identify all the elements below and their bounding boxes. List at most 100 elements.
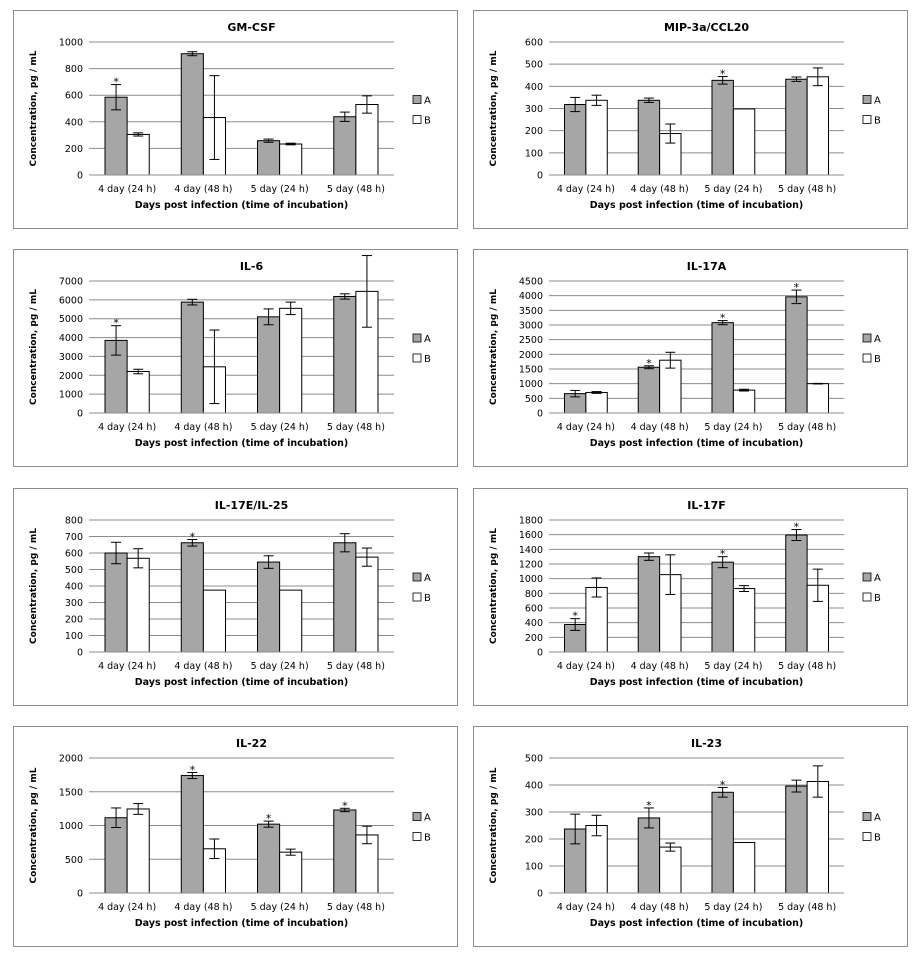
x-tick-label: 5 day (24 h)	[251, 902, 309, 913]
bar-a-2	[257, 561, 281, 653]
y-tick-label: 700	[65, 532, 83, 543]
y-tick-label: 4000	[519, 291, 543, 302]
bar-b-2	[732, 389, 756, 414]
bar-a-3	[333, 116, 357, 176]
chart-title: GM-CSF	[227, 21, 275, 34]
y-tick-label: 0	[537, 171, 543, 182]
y-tick-label: 0	[537, 889, 543, 900]
bar-b-2	[279, 143, 303, 176]
y-tick-label: 1500	[519, 365, 543, 376]
legend-label-a: A	[424, 334, 431, 345]
x-axis-label: Days post infection (time of incubation)	[590, 677, 803, 688]
significance-asterisk: *	[646, 799, 652, 812]
y-tick-label: 1400	[519, 545, 543, 556]
y-tick-label: 7000	[59, 277, 83, 288]
y-axis-label: Concentration, pg / mL	[29, 50, 39, 166]
x-tick-label: 5 day (24 h)	[251, 422, 309, 433]
y-tick-label: 100	[65, 631, 83, 642]
bar-a-2	[257, 140, 281, 176]
bar-a-0	[104, 817, 128, 894]
y-tick-label: 500	[65, 855, 83, 866]
y-tick-label: 300	[525, 808, 543, 819]
y-tick-label: 200	[525, 835, 543, 846]
chart-svg: MIP-3a/CCL20 0 100 200 300 400 500 600 Concentra…	[489, 21, 881, 211]
x-tick-label: 4 day (24 h)	[557, 661, 615, 672]
bar-a-1	[637, 817, 661, 894]
bar-a-1	[180, 775, 204, 894]
significance-asterisk: *	[113, 76, 119, 89]
bar-b-0	[126, 371, 150, 414]
legend-label-b: B	[874, 833, 881, 844]
chart-title: MIP-3a/CCL20	[664, 21, 749, 34]
bar-a-3	[333, 542, 357, 653]
legend-label-b: B	[874, 354, 881, 365]
chart-panel-il-23: IL-23 0 100 200 300 400 500 Concentration, pg /…	[473, 726, 908, 947]
y-tick-label: 500	[525, 60, 543, 71]
y-tick-label: 1000	[59, 38, 83, 49]
bar-a-1	[637, 556, 661, 653]
x-axis-label: Days post infection (time of incubation)	[135, 677, 348, 688]
legend-label-b: B	[874, 593, 881, 604]
y-tick-label: 2000	[59, 371, 83, 382]
x-tick-label: 4 day (24 h)	[98, 661, 156, 672]
y-tick-label: 4000	[59, 333, 83, 344]
y-axis-label: Concentration, pg / mL	[489, 767, 499, 883]
y-tick-label: 1200	[519, 560, 543, 571]
chart-panel-il-17f: IL-17F 0 200 400 600 800 1000 1200 1400 1600 1800 C…	[473, 488, 908, 706]
significance-asterisk: *	[646, 357, 652, 370]
significance-asterisk: *	[266, 812, 272, 825]
y-tick-label: 6000	[59, 295, 83, 306]
legend-label-b: B	[424, 116, 431, 127]
bar-a-3	[785, 534, 808, 653]
y-tick-label: 1000	[519, 574, 543, 585]
bar-a-2	[711, 322, 734, 414]
legend-swatch-a	[862, 333, 872, 343]
legend-label-a: A	[424, 813, 431, 824]
chart-title: IL-17F	[687, 499, 726, 512]
bar-b-2	[732, 108, 756, 176]
y-axis-label: Concentration, pg / mL	[489, 289, 499, 405]
x-tick-label: 5 day (24 h)	[704, 661, 762, 672]
x-tick-label: 5 day (48 h)	[778, 661, 836, 672]
x-tick-label: 5 day (24 h)	[704, 902, 762, 913]
legend-swatch-b	[412, 115, 422, 124]
significance-asterisk: *	[720, 312, 726, 325]
x-tick-label: 4 day (48 h)	[631, 902, 689, 913]
chart-panel-gm-csf: GM-CSF 0 200 400 600 800 1000 Concentration, pg…	[13, 10, 458, 229]
legend-swatch-a	[412, 333, 422, 343]
y-tick-label: 200	[65, 144, 83, 155]
x-tick-label: 4 day (24 h)	[98, 422, 156, 433]
bar-a-2	[257, 823, 281, 894]
y-tick-label: 500	[525, 394, 543, 405]
x-tick-label: 5 day (48 h)	[327, 902, 385, 913]
chart-svg: IL-17E/IL-25 0 100 200 300 400 500 600 700 800 Con…	[29, 499, 431, 688]
legend-swatch-a	[862, 572, 872, 582]
bar-b-2	[279, 589, 303, 653]
chart-title: IL-6	[240, 260, 264, 273]
bar-b-0	[126, 133, 150, 176]
bar-b-0	[585, 99, 608, 176]
significance-asterisk: *	[720, 778, 726, 791]
chart-svg: IL-23 0 100 200 300 400 500 Concentration, pg /…	[489, 737, 881, 929]
bar-a-3	[785, 78, 808, 176]
bar-b-3	[355, 556, 379, 653]
y-axis-label: Concentration, pg / mL	[489, 50, 499, 166]
x-tick-label: 4 day (48 h)	[174, 902, 232, 913]
y-tick-label: 0	[77, 648, 83, 659]
y-tick-label: 400	[525, 82, 543, 93]
bar-a-3	[333, 295, 357, 414]
bar-a-1	[637, 366, 661, 414]
y-tick-label: 800	[525, 589, 543, 600]
x-tick-label: 4 day (48 h)	[174, 422, 232, 433]
y-tick-label: 400	[65, 117, 83, 128]
y-tick-label: 300	[65, 598, 83, 609]
y-tick-label: 600	[65, 549, 83, 560]
x-axis-label: Days post infection (time of incubation)	[135, 200, 348, 211]
legend-swatch-a	[412, 95, 422, 104]
legend-label-a: A	[874, 334, 881, 345]
y-tick-label: 3000	[59, 352, 83, 363]
legend-label-b: B	[424, 354, 431, 365]
legend-swatch-b	[412, 353, 422, 363]
chart-title: IL-17A	[687, 260, 727, 273]
x-tick-label: 5 day (48 h)	[327, 661, 385, 672]
